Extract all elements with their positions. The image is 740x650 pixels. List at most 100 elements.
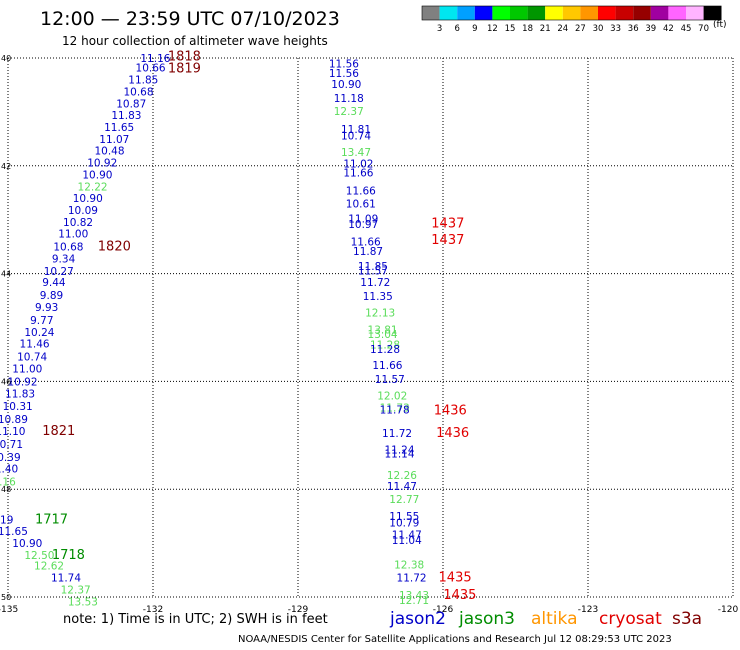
wave-height-label: 11.24: [384, 444, 414, 456]
colorbar-swatch: [439, 6, 458, 20]
colorbar-label: 12: [487, 24, 498, 34]
colorbar-swatch: [668, 6, 686, 20]
y-tick-label: 40: [1, 54, 11, 63]
wave-height-label: 11.83: [5, 388, 35, 400]
wave-height-label: 10.89: [0, 414, 28, 426]
wave-height-label: 11.74: [51, 573, 81, 585]
legend-cryosat: cryosat: [599, 609, 662, 629]
colorbar-swatch: [633, 6, 651, 20]
wave-height-label: 10.61: [346, 199, 376, 211]
colorbar-swatch: [474, 6, 493, 20]
x-tick-label: -135: [0, 605, 18, 615]
wave-height-label: 11.85: [358, 261, 388, 273]
time-label: 1435: [443, 588, 476, 603]
wave-height-label: 10.27: [44, 266, 74, 278]
legend-s3a: s3a: [672, 609, 702, 629]
wave-height-label: 11.66: [343, 167, 373, 179]
wave-height-label: 9.93: [35, 302, 58, 314]
wave-height-label: 11.56: [329, 58, 359, 70]
wave-height-label: 12.62: [34, 561, 64, 573]
wave-height-label: 12.22: [78, 181, 108, 193]
wave-height-label: 10.24: [24, 327, 54, 339]
wave-height-label: 10.66: [136, 63, 166, 75]
wave-height-label: 11.00: [58, 229, 88, 241]
wave-height-label: 13.43: [399, 590, 429, 602]
wave-height-label: 11.07: [99, 134, 129, 146]
time-label: 1436: [436, 426, 469, 441]
footer-credit: NOAA/NESDIS Center for Satellite Applica…: [238, 634, 672, 645]
wave-height-label: 11.72: [397, 573, 427, 585]
colorbar-swatch: [422, 6, 440, 20]
wave-height-label: 11.18: [334, 93, 364, 105]
colorbar-unit: (ft): [713, 20, 727, 30]
wave-height-label: 11.14: [384, 449, 414, 461]
chart-title: 12:00 — 23:59 UTC 07/10/2023: [40, 8, 340, 30]
wave-height-label: 12.13: [365, 307, 395, 319]
wave-height-label: 10.68: [123, 86, 153, 98]
wave-height-label: 10.74: [17, 352, 47, 364]
colorbar-swatch: [545, 6, 563, 20]
time-label: 1820: [98, 240, 131, 255]
wave-height-label: 11.81: [341, 124, 371, 136]
time-label: 1819: [168, 62, 201, 77]
time-label: 1717: [35, 512, 68, 527]
wave-height-label: 12.38: [394, 560, 424, 572]
wave-height-label: 10.48: [94, 146, 124, 158]
time-label: 1436: [434, 403, 467, 418]
wave-height-label: 11.66: [346, 186, 376, 198]
time-label: 1818: [168, 49, 201, 64]
colorbar-label: 45: [681, 24, 692, 34]
legend-jason2: jason2: [389, 609, 446, 629]
wave-height-label: 11.02: [343, 159, 373, 171]
colorbar-label: 18: [522, 24, 533, 34]
wave-height-label: 11.65: [0, 526, 28, 538]
legend-jason3: jason3: [458, 609, 515, 629]
colorbar: 3 6 9 12 15 18 21 24 27 30 33 36 39 42 45 70: [421, 5, 722, 34]
time-label: 1821: [42, 424, 75, 439]
x-tick-label: -132: [143, 605, 163, 615]
wave-height-label: 12.37: [61, 584, 91, 596]
wave-height-label: 11.04: [392, 535, 422, 547]
wave-height-label: 10.74: [341, 131, 371, 143]
wave-height-label: 11.16: [140, 53, 170, 65]
colorbar-frame: [421, 5, 722, 21]
colorbar-swatch: [703, 6, 722, 20]
wave-height-label: 13.04: [368, 329, 398, 341]
wave-height-label: 11.40: [0, 464, 18, 476]
colorbar-label: 15: [505, 24, 516, 34]
wave-height-label: 11.00: [12, 363, 42, 375]
wave-height-label: 11.09: [348, 214, 378, 226]
wave-height-label: 9.89: [40, 290, 63, 302]
colorbar-label: 39: [645, 24, 656, 34]
x-tick-label: -123: [578, 605, 598, 615]
wave-height-label: 11.28: [370, 340, 400, 352]
wave-height-label: 12.77: [389, 494, 419, 506]
wave-height-label: 11.72: [382, 428, 412, 440]
colorbar-label: 6: [454, 24, 459, 34]
wave-height-label: 10.09: [68, 205, 98, 217]
y-tick-label: 48: [1, 485, 11, 494]
colorbar-swatch: [615, 6, 634, 20]
y-tick-label: 50: [1, 593, 11, 602]
legend-altika: altika: [531, 609, 578, 629]
x-tick-label: -129: [288, 605, 309, 615]
x-tick-label: -126: [433, 605, 454, 615]
colorbar-label: 21: [540, 24, 551, 34]
colorbar-swatch: [510, 6, 528, 20]
wave-height-label: 10.31: [3, 401, 33, 413]
colorbar-label: 9: [472, 24, 477, 34]
colorbar-swatch: [562, 6, 581, 20]
wave-height-label: 11.66: [372, 360, 402, 372]
wave-height-label: 11.55: [389, 511, 419, 523]
y-tick-label: 44: [1, 270, 11, 279]
colorbar-label: 42: [663, 24, 674, 34]
wave-height-label: 11.28: [370, 344, 400, 356]
satellite-legend: jason2 jason3 altika cryosat s3a: [389, 609, 702, 629]
colorbar-label: 24: [557, 24, 568, 34]
time-label: 1437: [431, 233, 464, 248]
wave-height-label: 10.79: [389, 518, 419, 530]
footer-note: note: 1) Time is in UTC; 2) SWH is in fe…: [63, 612, 328, 627]
wave-height-label: 11.47: [387, 481, 417, 493]
